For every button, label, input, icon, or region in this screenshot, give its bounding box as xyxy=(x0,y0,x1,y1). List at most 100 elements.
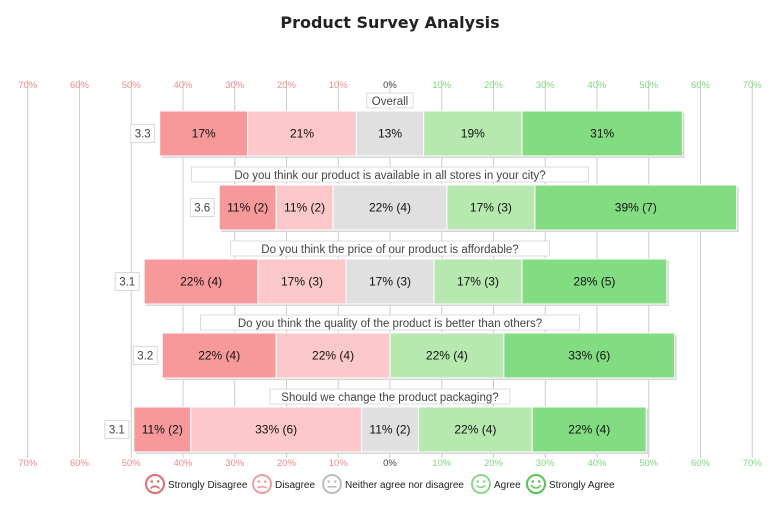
bar-segment xyxy=(345,258,435,305)
x-tick-label: 20% xyxy=(277,458,297,469)
mean-value: 3.2 xyxy=(137,351,153,363)
bar-segment-label: 11% (2) xyxy=(369,423,410,437)
likert-row: 11% (2) 33% (6) 11% (2) 22% (4) 22% (4) Shoul… xyxy=(104,388,649,454)
bar-segment-label: 22% (4) xyxy=(426,349,468,363)
bar-segment-label: 11% (2) xyxy=(142,423,183,437)
bar-segment xyxy=(446,184,536,231)
bar-segment xyxy=(257,258,347,305)
question-label-box xyxy=(191,166,589,183)
bar-segment xyxy=(355,110,425,157)
bar-segment xyxy=(247,110,357,157)
x-tick-label: 60% xyxy=(691,80,711,91)
bar-segment-label: 22% (4) xyxy=(180,275,222,289)
likert-row: 22% (4) 17% (3) 17% (3) 17% (3) 28% (5) Do yo… xyxy=(114,240,669,306)
x-tick-label: 40% xyxy=(173,458,193,469)
neutral-face-icon xyxy=(322,474,342,494)
bar-segment xyxy=(503,332,676,379)
legend-label: Neither agree nor disagree xyxy=(345,480,464,491)
frown-face-icon xyxy=(252,474,272,494)
bar-segment-label: 17% (3) xyxy=(457,275,499,289)
bar-segment xyxy=(417,406,533,453)
legend-label: Disagree xyxy=(275,480,315,491)
x-tick-label: 10% xyxy=(432,80,452,91)
x-tick-label: 10% xyxy=(432,458,452,469)
bar-segment-label: 11% (2) xyxy=(284,201,325,215)
x-tick-label: 50% xyxy=(639,80,659,91)
bar-segment xyxy=(521,258,668,305)
legend-label: Strongly Disagree xyxy=(168,480,248,491)
legend-item: Agree xyxy=(471,474,521,494)
mean-value: 3.1 xyxy=(119,277,135,289)
x-tick-label: 30% xyxy=(225,458,245,469)
bar-segment-label: 11% (2) xyxy=(227,201,268,215)
legend-item: Neither agree nor disagree xyxy=(322,474,464,494)
bar-segment xyxy=(521,110,683,157)
question-label-box xyxy=(230,240,550,257)
question-label: Do you think our product is available in… xyxy=(234,170,545,182)
bar-segment-label: 22% (4) xyxy=(454,423,496,437)
x-tick-label: 50% xyxy=(122,80,142,91)
question-label-box xyxy=(200,314,580,331)
x-tick-label: 70% xyxy=(743,458,763,469)
x-tick-label: 10% xyxy=(329,80,349,91)
bar-segment-label: 13% xyxy=(378,127,402,141)
likert-row: 11% (2) 11% (2) 22% (4) 17% (3) 39% (7) Do yo… xyxy=(189,166,739,232)
mean-box xyxy=(104,420,130,439)
legend-item: Strongly Disagree xyxy=(145,474,248,494)
x-tick-label: 50% xyxy=(122,458,142,469)
legend-item: Disagree xyxy=(252,474,315,494)
x-tick-label: 30% xyxy=(536,80,556,91)
x-tick-label: 70% xyxy=(743,80,763,91)
bar-segment xyxy=(275,332,391,379)
question-label: Overall xyxy=(372,96,408,108)
bar-segment xyxy=(190,406,363,453)
mean-value: 3.1 xyxy=(109,425,125,437)
bar-segment-label: 22% (4) xyxy=(369,201,411,215)
mean-value: 3.3 xyxy=(135,129,151,141)
bar-segment xyxy=(534,184,738,231)
mean-value: 3.6 xyxy=(194,203,210,215)
x-tick-label: 40% xyxy=(587,80,607,91)
x-tick-label: 40% xyxy=(587,458,607,469)
bars: 17% 21% 13% 19% 31% Overall 3.3 11% (2) 11% (2) 2… xyxy=(104,92,739,454)
bar-segment xyxy=(531,406,647,453)
mean-box xyxy=(130,124,156,143)
x-tick-label: 60% xyxy=(70,80,90,91)
chart-title: Product Survey Analysis xyxy=(280,13,499,32)
x-tick-label: 30% xyxy=(225,80,245,91)
sad-face-icon xyxy=(145,474,165,494)
bar-segment-label: 31% xyxy=(590,127,614,141)
question-label-box xyxy=(269,388,511,405)
question-label: Do you think the price of our product is… xyxy=(261,244,518,256)
bar-segment xyxy=(423,110,523,157)
bar-segment-label: 17% (3) xyxy=(470,201,512,215)
mean-box xyxy=(189,198,215,217)
x-tick-label: 60% xyxy=(70,458,90,469)
bar-segment xyxy=(332,184,448,231)
bar-segment-label: 17% (3) xyxy=(281,275,323,289)
question-label: Should we change the product packaging? xyxy=(281,392,498,404)
x-tick-label: 20% xyxy=(484,80,504,91)
bar-segment-label: 17% xyxy=(192,127,216,141)
bar-segment-label: 39% (7) xyxy=(615,201,657,215)
legend-item: Strongly Agree xyxy=(526,474,615,494)
bar-segment-label: 33% (6) xyxy=(255,423,297,437)
x-tick-label: 70% xyxy=(18,458,38,469)
happy-face-icon xyxy=(526,474,546,494)
bar-segment xyxy=(275,184,334,231)
x-axis-top: 70% 60% 50% 40% 30% 20% 10% 0% 10% 20% 30% 40% 50% 60… xyxy=(18,80,762,91)
x-tick-label: 20% xyxy=(484,458,504,469)
x-tick-label: 40% xyxy=(173,80,193,91)
bar-segment-label: 21% xyxy=(290,127,314,141)
bar-segment xyxy=(389,332,505,379)
bar-segment-label: 28% (5) xyxy=(573,275,615,289)
x-tick-label: 70% xyxy=(18,80,38,91)
bar-segment-label: 19% xyxy=(461,127,485,141)
question-label-box xyxy=(366,92,414,109)
mean-box xyxy=(114,272,140,291)
x-tick-label: 50% xyxy=(639,458,659,469)
bar-segment-label: 22% (4) xyxy=(198,349,240,363)
legend-label: Strongly Agree xyxy=(549,480,615,491)
x-tick-label: 0% xyxy=(383,458,397,469)
